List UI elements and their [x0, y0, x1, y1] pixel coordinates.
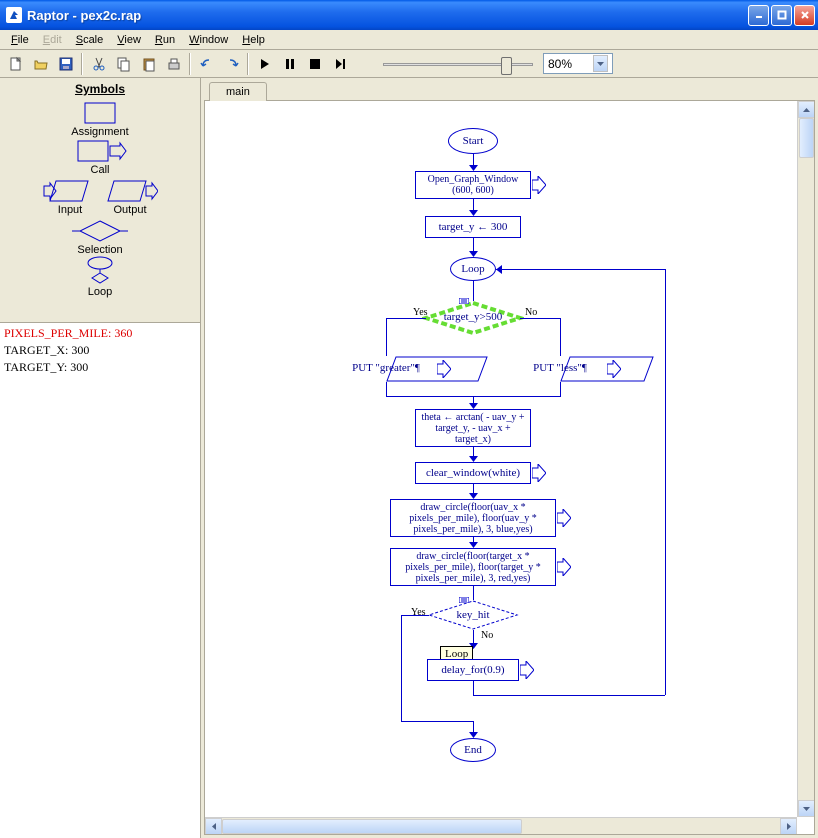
canvas-wrapper[interactable]: Start Open_Graph_Window (600, 600) targe…: [204, 100, 815, 835]
node-target-y[interactable]: target_y ← 300: [425, 216, 521, 238]
node-start[interactable]: Start: [448, 128, 498, 154]
step-button[interactable]: [328, 53, 351, 75]
titlebar: Raptor - pex2c.rap: [0, 0, 818, 30]
paste-button[interactable]: [137, 53, 160, 75]
symbols-panel: Symbols Assignment Call Input Output: [0, 78, 200, 323]
node-draw-circle2[interactable]: draw_circle(floor(target_x * pixels_per_…: [390, 548, 556, 586]
scrollbar-vertical[interactable]: [797, 101, 814, 817]
menu-view[interactable]: View: [110, 32, 148, 48]
menu-window[interactable]: Window: [182, 32, 235, 48]
node-clear-window[interactable]: clear_window(white): [415, 462, 531, 484]
redo-button[interactable]: [220, 53, 243, 75]
canvas-area: main Start Open_Graph_Window (600, 600) …: [201, 78, 818, 838]
node-theta[interactable]: theta ← arctan( - uav_y + target_y, - ua…: [415, 409, 531, 447]
toolbar: 80%: [0, 50, 818, 78]
symbol-selection[interactable]: Selection: [0, 218, 200, 256]
save-button[interactable]: [54, 53, 77, 75]
sidebar: Symbols Assignment Call Input Output: [0, 78, 201, 838]
node-open-graph[interactable]: Open_Graph_Window (600, 600): [415, 171, 531, 199]
decision-label: target_y>500: [443, 311, 503, 323]
open-button[interactable]: [29, 53, 52, 75]
symbol-output[interactable]: Output: [102, 178, 158, 216]
window-title: Raptor - pex2c.rap: [27, 8, 748, 23]
maximize-button[interactable]: [771, 5, 792, 26]
node-put-greater[interactable]: PUT "greater"¶: [335, 356, 437, 382]
node-delay[interactable]: delay_for(0.9): [427, 659, 519, 681]
node-put-less[interactable]: PUT "less"¶: [513, 356, 607, 382]
node-end[interactable]: End: [450, 738, 496, 762]
close-button[interactable]: [794, 5, 815, 26]
scrollbar-horizontal[interactable]: [205, 817, 797, 834]
pause-button[interactable]: [278, 53, 301, 75]
zoom-value: 80%: [548, 57, 572, 71]
cut-button[interactable]: [87, 53, 110, 75]
menu-file[interactable]: File: [4, 32, 36, 48]
app-icon: [6, 7, 22, 23]
no-label: No: [525, 307, 537, 318]
variable-line[interactable]: TARGET_Y: 300: [2, 359, 198, 376]
variable-line[interactable]: PIXELS_PER_MILE: 360: [2, 325, 198, 342]
menu-edit: Edit: [36, 32, 69, 48]
scroll-up-button[interactable]: [798, 101, 815, 118]
symbol-loop[interactable]: Loop: [0, 256, 200, 298]
node-loop[interactable]: Loop: [450, 257, 496, 281]
variables-panel: PIXELS_PER_MILE: 360 TARGET_X: 300 TARGE…: [0, 323, 200, 838]
scroll-right-button[interactable]: [780, 818, 797, 835]
minimize-button[interactable]: [748, 5, 769, 26]
yes-label: Yes: [411, 607, 426, 618]
menu-run[interactable]: Run: [148, 32, 182, 48]
scroll-down-button[interactable]: [798, 800, 815, 817]
menubar: File Edit Scale View Run Window Help: [0, 30, 818, 50]
copy-button[interactable]: [112, 53, 135, 75]
zoom-select[interactable]: 80%: [543, 53, 613, 74]
tab-main[interactable]: main: [209, 82, 267, 101]
node-draw-circle1[interactable]: draw_circle(floor(uav_x * pixels_per_mil…: [390, 499, 556, 537]
menu-scale[interactable]: Scale: [69, 32, 111, 48]
symbol-assignment[interactable]: Assignment: [0, 100, 200, 138]
scroll-thumb-v[interactable]: [799, 118, 814, 158]
flowchart-canvas[interactable]: Start Open_Graph_Window (600, 600) targe…: [205, 101, 814, 834]
yes-label: Yes: [413, 307, 428, 318]
tab-strip: main: [201, 78, 818, 100]
symbols-title: Symbols: [0, 82, 200, 96]
key-hit-label: key_hit: [450, 609, 496, 621]
new-button[interactable]: [4, 53, 27, 75]
symbol-call[interactable]: Call: [0, 138, 200, 176]
no-label: No: [481, 630, 493, 641]
menu-help[interactable]: Help: [235, 32, 272, 48]
scroll-thumb-h[interactable]: [222, 819, 522, 834]
print-button[interactable]: [162, 53, 185, 75]
dropdown-arrow-icon: [593, 55, 608, 72]
symbol-input[interactable]: Input: [42, 178, 98, 216]
variable-line[interactable]: TARGET_X: 300: [2, 342, 198, 359]
scroll-left-button[interactable]: [205, 818, 222, 835]
stop-button[interactable]: [303, 53, 326, 75]
play-button[interactable]: [253, 53, 276, 75]
speed-slider[interactable]: [383, 54, 533, 74]
undo-button[interactable]: [195, 53, 218, 75]
